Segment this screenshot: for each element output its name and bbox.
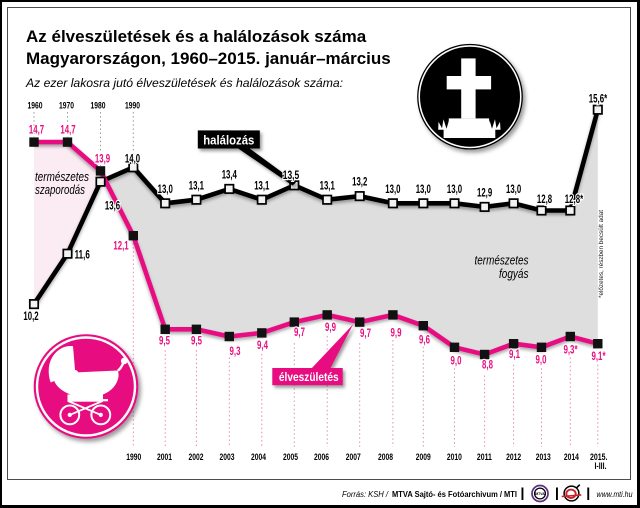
svg-text:*előzetes, részben becsült ada: *előzetes, részben becsült adat [598,210,605,298]
svg-text:Forrás: KSH /: Forrás: KSH / [342,490,389,499]
svg-text:2002: 2002 [189,452,204,463]
svg-text:13,0: 13,0 [416,182,431,196]
svg-text:13,5: 13,5 [283,168,300,182]
svg-text:fogyás: fogyás [499,267,529,281]
svg-text:2015.: 2015. [590,452,608,463]
svg-text:2013: 2013 [536,452,551,463]
svg-text:2012: 2012 [506,452,521,463]
svg-text:12,1: 12,1 [113,239,128,253]
svg-text:9,6: 9,6 [419,333,430,347]
svg-text:szaporodás: szaporodás [35,183,85,197]
svg-text:13,1: 13,1 [320,178,335,192]
svg-text:13,0: 13,0 [506,182,521,196]
svg-text:MTVA Sajtó- és Fotóarchivum /: MTVA Sajtó- és Fotóarchivum / MTI [392,490,517,499]
svg-text:14,7: 14,7 [29,123,44,137]
svg-text:2001: 2001 [157,452,173,463]
svg-text:1970: 1970 [59,101,74,112]
svg-text:9,0: 9,0 [536,353,547,367]
svg-text:2009: 2009 [416,452,431,463]
svg-text:13,4: 13,4 [222,168,237,182]
svg-text:8,8: 8,8 [482,358,493,372]
svg-text:halálozás: halálozás [203,133,254,147]
svg-text:9,9: 9,9 [391,326,402,340]
svg-text:9,0: 9,0 [451,354,462,368]
svg-text:9,7: 9,7 [294,325,305,339]
svg-text:1990: 1990 [126,452,141,463]
svg-text:9,5: 9,5 [191,334,202,348]
svg-text:2014: 2014 [564,452,580,463]
svg-text:természetes: természetes [475,254,529,268]
svg-text:11,6: 11,6 [75,248,90,262]
svg-text:www.mti.hu: www.mti.hu [597,490,633,499]
svg-text:MTVA: MTVA [535,492,545,496]
svg-text:13,0: 13,0 [385,182,400,196]
svg-text:2006: 2006 [314,452,329,463]
svg-text:I-III.: I-III. [595,461,607,472]
svg-text:9,1*: 9,1* [591,349,605,363]
svg-text:9,3: 9,3 [230,344,241,358]
svg-text:2010: 2010 [447,452,462,463]
svg-text:1960: 1960 [28,101,43,112]
svg-text:14,0: 14,0 [125,152,140,166]
svg-text:2005: 2005 [283,452,299,463]
svg-text:13,0: 13,0 [158,182,173,196]
svg-text:15,6*: 15,6* [589,91,608,105]
svg-text:élveszületés: élveszületés [279,370,339,384]
svg-text:13,0: 13,0 [447,182,462,196]
svg-text:9,7: 9,7 [360,326,371,340]
svg-text:természetes: természetes [35,170,89,184]
svg-text:2004: 2004 [251,452,267,463]
svg-text:13,1: 13,1 [254,178,269,192]
svg-text:13,2: 13,2 [352,175,367,189]
svg-text:12,9: 12,9 [477,186,492,200]
svg-text:1980: 1980 [91,101,106,112]
svg-text:9,1: 9,1 [509,347,520,361]
svg-text:13,9: 13,9 [95,152,110,166]
svg-text:9,3*: 9,3* [563,343,577,357]
svg-text:14,7: 14,7 [60,123,75,137]
svg-text:13,6: 13,6 [105,198,120,212]
svg-text:9,5: 9,5 [159,334,170,348]
svg-text:2007: 2007 [346,452,361,463]
svg-text:2011: 2011 [477,452,493,463]
svg-text:10,2: 10,2 [23,309,38,323]
svg-text:12,8: 12,8 [537,192,552,206]
svg-text:13,1: 13,1 [189,178,204,192]
svg-text:2008: 2008 [378,452,393,463]
svg-text:2003: 2003 [220,452,235,463]
svg-text:9,4: 9,4 [257,338,268,352]
svg-text:1990: 1990 [125,101,140,112]
svg-text:12,8*: 12,8* [565,192,584,206]
svg-text:9,9: 9,9 [325,320,336,334]
